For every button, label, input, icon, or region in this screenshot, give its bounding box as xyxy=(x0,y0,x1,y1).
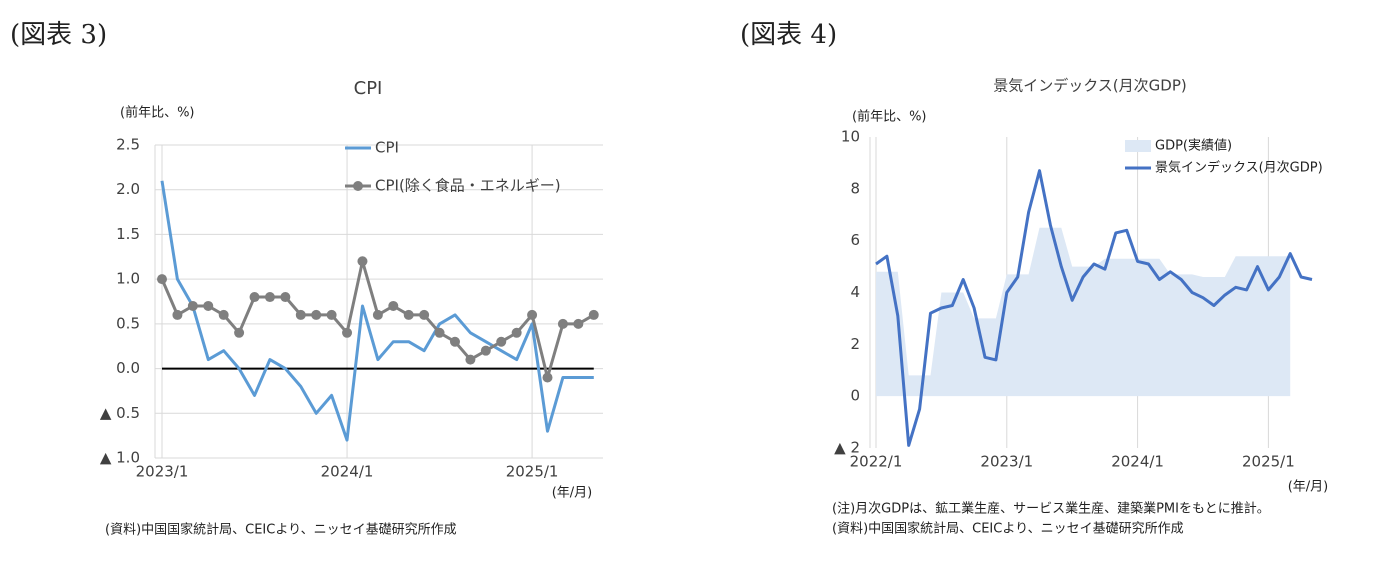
figure-label: (図表 4) xyxy=(740,20,837,50)
marker xyxy=(326,309,337,320)
marker xyxy=(157,274,167,285)
marker xyxy=(172,309,183,320)
marker xyxy=(588,309,599,320)
y-tick-label: 2.0 xyxy=(116,180,140,198)
marker xyxy=(434,327,445,338)
x-tick-label: 2023/1 xyxy=(136,463,189,481)
y-tick-label: 1.5 xyxy=(116,225,140,243)
source-note: (資料)中国国家統計局、CEICより、ニッセイ基礎研究所作成 xyxy=(105,522,457,538)
marker xyxy=(388,300,399,311)
y-tick-label: 4 xyxy=(850,283,860,301)
y-tick-label: 6 xyxy=(850,231,860,249)
y-tick-label: 0.0 xyxy=(116,359,140,377)
marker xyxy=(295,309,306,320)
figure-label: (図表 3) xyxy=(10,20,107,50)
legend-label: CPI xyxy=(375,139,399,157)
marker xyxy=(342,327,353,338)
note: (資料)中国国家統計局、CEICより、ニッセイ基礎研究所作成 xyxy=(832,521,1184,537)
y-tick-label: ▲ 0.5 xyxy=(100,404,140,422)
marker xyxy=(203,300,214,311)
y-tick-label: 2 xyxy=(850,335,860,353)
y-tick-label: 10 xyxy=(841,128,860,146)
y-tick-label: ▲ 2 xyxy=(834,439,860,457)
area xyxy=(876,227,1291,397)
marker xyxy=(511,327,522,338)
marker xyxy=(249,292,260,303)
marker xyxy=(557,318,568,329)
y-tick-label: 2.5 xyxy=(116,136,140,154)
y-axis-label: (前年比、%) xyxy=(120,105,195,121)
marker xyxy=(372,309,383,320)
marker xyxy=(465,354,476,365)
marker xyxy=(280,292,291,303)
marker xyxy=(542,372,553,383)
y-tick-label: 8 xyxy=(850,179,860,197)
note: (注)月次GDPは、鉱工業生産、サービス業生産、建築業PMIをもとに推計。 xyxy=(832,501,1270,517)
marker xyxy=(527,309,538,320)
x-tick-label: 2025/1 xyxy=(1242,453,1295,471)
chart-title: CPI xyxy=(354,78,383,99)
y-axis-label: (前年比、%) xyxy=(852,109,927,125)
marker xyxy=(419,309,430,320)
legend-label: CPI(除く食品・エネルギー) xyxy=(375,177,561,195)
marker xyxy=(496,336,507,347)
y-tick-label: 1.0 xyxy=(116,270,140,288)
legend-marker xyxy=(353,181,363,191)
marker xyxy=(357,256,368,267)
marker xyxy=(264,292,275,303)
marker xyxy=(187,300,198,311)
legend-label: 景気インデックス(月次GDP) xyxy=(1155,160,1323,176)
line xyxy=(160,180,594,442)
y-tick-label: 0 xyxy=(850,387,860,405)
x-axis-label: (年/月) xyxy=(552,486,593,501)
y-tick-label: ▲ 1.0 xyxy=(100,449,140,467)
chart-title: 景気インデックス(月次GDP) xyxy=(993,77,1186,95)
marker xyxy=(234,327,245,338)
legend-swatch xyxy=(1125,140,1151,152)
x-tick-label: 2025/1 xyxy=(506,463,559,481)
marker xyxy=(573,318,584,329)
legend-label: GDP(実績値) xyxy=(1155,138,1232,154)
x-tick-label: 2024/1 xyxy=(1111,453,1164,471)
marker xyxy=(449,336,460,347)
x-tick-label: 2022/1 xyxy=(850,453,903,471)
x-tick-label: 2023/1 xyxy=(980,453,1033,471)
x-tick-label: 2024/1 xyxy=(321,463,374,481)
y-tick-label: 0.5 xyxy=(116,314,140,332)
marker xyxy=(218,309,229,320)
line xyxy=(875,169,1313,447)
marker xyxy=(403,309,414,320)
marker xyxy=(311,309,322,320)
marker xyxy=(480,345,491,356)
x-axis-label: (年/月) xyxy=(1288,480,1329,495)
